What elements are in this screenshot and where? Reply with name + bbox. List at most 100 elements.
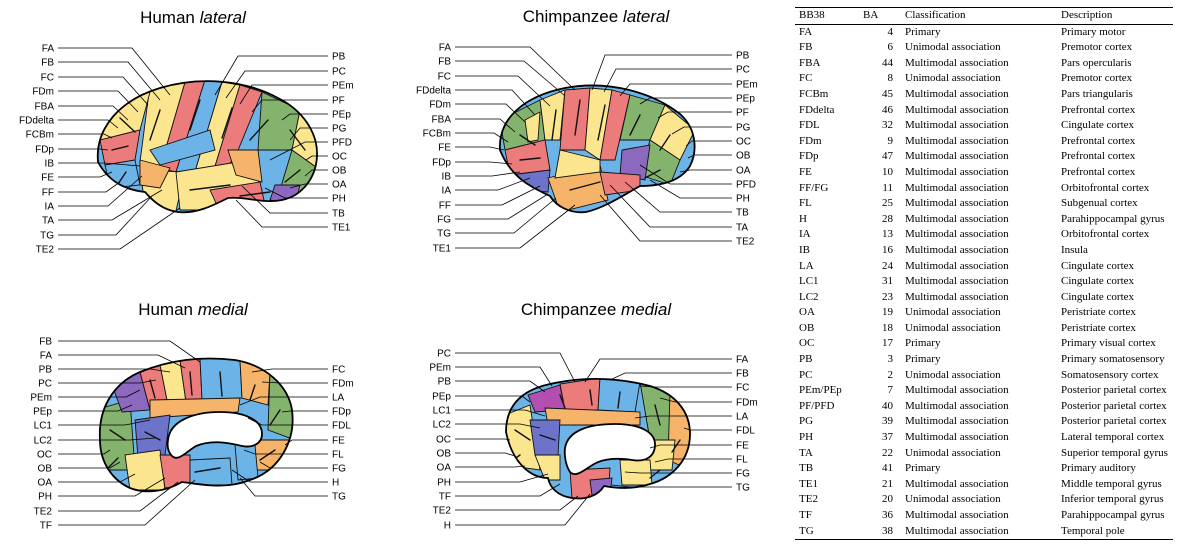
label-FCBm: FCBm — [26, 130, 54, 141]
cell-classification: Primary — [905, 462, 941, 475]
cell-ba: 41 — [882, 462, 893, 475]
cell-description: Superior temporal gyrus — [1061, 446, 1168, 459]
chimp-medial-left-labels: PC PEm PB PEp LC1 LC2 OC OB OA PH TF TE2… — [429, 349, 451, 532]
cell-description: Posterior parietal cortex — [1061, 384, 1167, 397]
chimp-lateral-panel: Chimpanzee lateral — [416, 7, 758, 255]
cell-description: Insula — [1061, 243, 1088, 256]
table-header-row: BB38 BA Classification Description — [795, 7, 1173, 25]
table-row: FB 6 Unimodal association Premotor cortex — [795, 40, 1173, 56]
cell-classification: Multimodal association — [905, 150, 1009, 163]
cell-description: Cingulate cortex — [1061, 259, 1135, 272]
label-OB: OB — [437, 449, 452, 460]
cell-description: Orbitofrontal cortex — [1061, 181, 1150, 194]
cell-bb38: TA — [799, 446, 813, 459]
cell-ba: 45 — [882, 87, 893, 100]
label-OB: OB — [38, 464, 53, 475]
label-FDp: FDp — [432, 158, 451, 169]
label-OC: OC — [37, 450, 52, 461]
label-PG: PG — [736, 123, 751, 134]
label-TE1: TE1 — [332, 223, 351, 234]
chimp-medial-right-labels: FA FB FC FDm LA FDL FE FL FG TG — [736, 355, 758, 494]
label-H: H — [332, 478, 339, 489]
label-FL: FL — [736, 455, 748, 466]
label-FB: FB — [438, 57, 451, 68]
table-row: PH 37 Multimodal association Lateral tempor… — [795, 430, 1173, 446]
label-FBA: FBA — [35, 102, 55, 113]
label-PC: PC — [38, 379, 52, 390]
table-row: H 28 Multimodal association Parahippocampal… — [795, 212, 1173, 228]
col-header-classification: Classification — [901, 7, 1057, 25]
label-LC1: LC1 — [34, 421, 53, 432]
cell-bb38: FDp — [799, 150, 819, 163]
label-OA: OA — [437, 463, 452, 474]
label-FDdelta: FDdelta — [416, 86, 451, 97]
cell-description: Cingulate cortex — [1061, 119, 1135, 132]
label-PB: PB — [332, 52, 346, 63]
chimp-lateral-title: Chimpanzee lateral — [523, 7, 671, 26]
cell-ba: 9 — [887, 134, 894, 147]
cell-bb38: OA — [799, 306, 815, 319]
cell-bb38: H — [799, 212, 807, 225]
label-OA: OA — [38, 478, 53, 489]
cell-classification: Unimodal association — [905, 41, 1001, 54]
cell-classification: Multimodal association — [905, 259, 1009, 272]
label-FB: FB — [736, 369, 749, 380]
human-medial-right-labels: FC FDm LA FDp FDL FE FL FG H TG — [332, 365, 354, 503]
label-PC: PC — [736, 65, 750, 76]
cell-ba: 31 — [882, 275, 893, 288]
label-OC: OC — [436, 435, 451, 446]
cell-bb38: TE2 — [799, 493, 818, 506]
cell-classification: Multimodal association — [905, 165, 1009, 178]
human-medial-title: Human medial — [138, 300, 249, 319]
cell-classification: Primary — [905, 25, 941, 38]
label-TA: TA — [736, 223, 748, 234]
cell-bb38: FA — [799, 25, 813, 38]
label-PEm: PEm — [429, 363, 451, 374]
cell-description: Middle temporal gyrus — [1061, 477, 1162, 490]
col-header-bb38: BB38 — [795, 7, 859, 25]
cell-description: Posterior parietal cortex — [1061, 399, 1167, 412]
cell-classification: Unimodal association — [905, 72, 1001, 85]
human-medial-left-labels: FB FA PB PC PEm PEp LC1 LC2 OC OB OA PH … — [30, 337, 52, 532]
cell-ba: 47 — [882, 150, 893, 163]
chimp-medial-title: Chimpanzee medial — [521, 300, 672, 319]
cell-description: Somatosensory cortex — [1061, 368, 1159, 381]
label-FB: FB — [41, 58, 54, 69]
label-TF: TF — [439, 492, 451, 503]
table-row: PF/PFD 40 Multimodal association Posterior … — [795, 399, 1173, 415]
brodmann-area-table: BB38 BA Classification Description FA 4 Pr… — [795, 7, 1173, 541]
cell-ba: 46 — [882, 103, 893, 116]
cell-bb38: IA — [799, 228, 811, 241]
label-FCBm: FCBm — [423, 129, 451, 140]
label-OB: OB — [332, 166, 347, 177]
chimp-lateral-right-leaders — [591, 54, 732, 242]
table-row: TG 38 Multimodal association Temporal pole — [795, 523, 1173, 541]
label-FC: FC — [736, 383, 749, 394]
cell-ba: 7 — [887, 384, 894, 397]
cell-description: Parahippocampal gyrus — [1061, 212, 1165, 225]
label-LA: LA — [736, 412, 749, 423]
cell-bb38: FB — [799, 41, 813, 54]
label-OA: OA — [332, 180, 347, 191]
cell-ba: 16 — [882, 243, 893, 256]
table-row: FDp 47 Multimodal association Prefrontal co… — [795, 149, 1173, 165]
cell-ba: 37 — [882, 431, 893, 444]
cell-ba: 39 — [882, 415, 893, 428]
cell-bb38: PC — [799, 368, 813, 381]
label-LC2: LC2 — [34, 436, 53, 447]
cell-description: Prefrontal cortex — [1061, 150, 1136, 163]
cell-classification: Multimodal association — [905, 243, 1009, 256]
cell-bb38: PB — [799, 353, 813, 366]
label-PF: PF — [736, 108, 749, 119]
chimp-medial-right-leaders — [584, 358, 732, 488]
cell-ba: 36 — [882, 509, 893, 521]
cell-description: Posterior parietal cortex — [1061, 415, 1167, 428]
label-TB: TB — [332, 209, 345, 220]
label-FF: FF — [439, 201, 451, 212]
table-row: LA 24 Multimodal association Cingulate cort… — [795, 259, 1173, 275]
label-LA: LA — [332, 393, 345, 404]
label-PB: PB — [736, 51, 750, 62]
table-row: PEm/PEp 7 Multimodal association Posterior … — [795, 383, 1173, 399]
cell-ba: 3 — [887, 353, 894, 366]
cell-classification: Multimodal association — [905, 509, 1009, 521]
